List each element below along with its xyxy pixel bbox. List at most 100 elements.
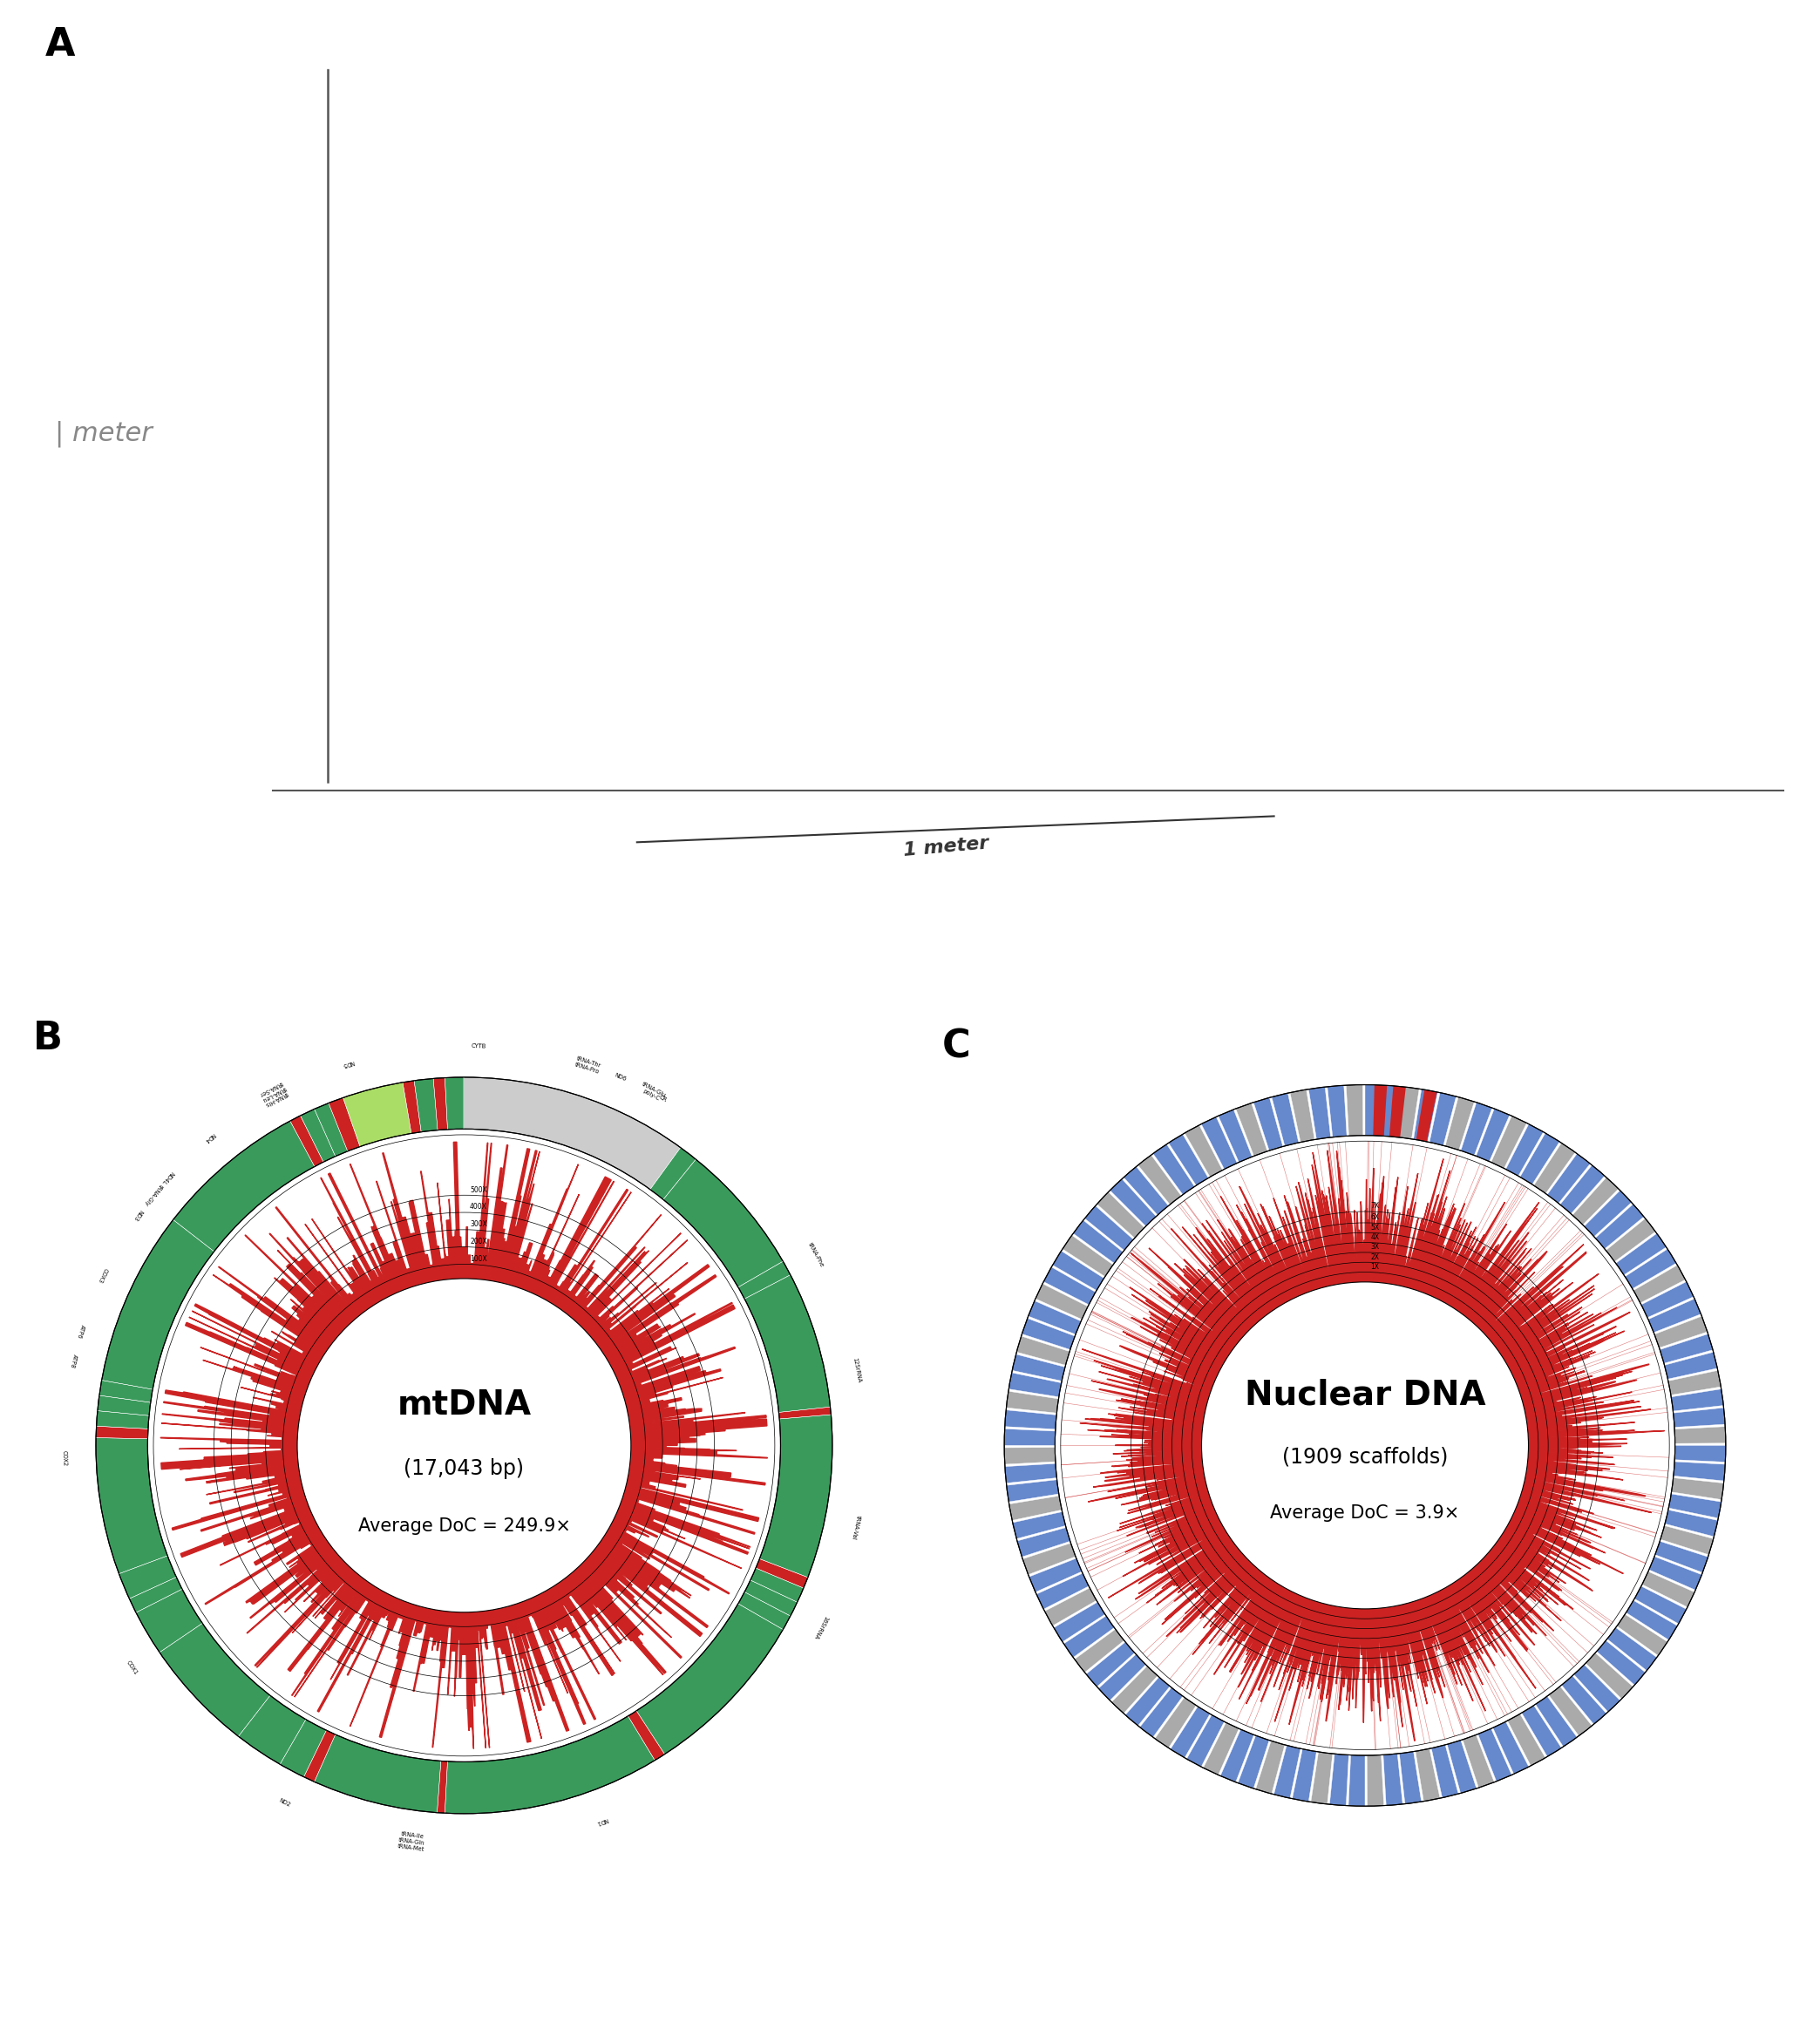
Wedge shape xyxy=(1274,1745,1301,1798)
Wedge shape xyxy=(1372,1085,1387,1136)
Text: 4X: 4X xyxy=(1370,1234,1380,1242)
Polygon shape xyxy=(160,1142,768,1749)
Wedge shape xyxy=(433,1079,448,1130)
Wedge shape xyxy=(1017,1528,1070,1557)
Wedge shape xyxy=(1099,1655,1147,1700)
Text: tRNA-Phe: tRNA-Phe xyxy=(806,1242,824,1269)
Wedge shape xyxy=(136,1589,202,1653)
Wedge shape xyxy=(1330,1753,1349,1806)
Text: ATP6: ATP6 xyxy=(76,1324,86,1338)
Wedge shape xyxy=(1634,1585,1687,1624)
Wedge shape xyxy=(1671,1389,1724,1412)
Polygon shape xyxy=(1079,1150,1665,1741)
Text: C: C xyxy=(943,1028,970,1066)
Wedge shape xyxy=(173,1122,315,1252)
Wedge shape xyxy=(1673,1408,1725,1428)
Text: (17,043 bp): (17,043 bp) xyxy=(404,1459,524,1479)
Wedge shape xyxy=(315,1103,348,1156)
Wedge shape xyxy=(1008,1495,1061,1520)
Wedge shape xyxy=(739,1261,790,1299)
Wedge shape xyxy=(1061,1142,1669,1749)
Text: ND4: ND4 xyxy=(202,1132,215,1144)
Wedge shape xyxy=(637,1604,783,1755)
Wedge shape xyxy=(1536,1696,1576,1747)
Wedge shape xyxy=(1087,1643,1134,1688)
Wedge shape xyxy=(1123,1167,1168,1216)
Wedge shape xyxy=(1463,1735,1494,1788)
Wedge shape xyxy=(1616,1614,1667,1655)
Wedge shape xyxy=(1654,1540,1707,1573)
Wedge shape xyxy=(1023,1542,1076,1575)
Wedge shape xyxy=(444,1716,655,1814)
Wedge shape xyxy=(1476,1109,1509,1162)
Text: mtDNA: mtDNA xyxy=(397,1389,531,1422)
Wedge shape xyxy=(1596,1203,1643,1248)
Text: 3X: 3X xyxy=(1370,1242,1380,1250)
Wedge shape xyxy=(1505,1124,1543,1177)
Wedge shape xyxy=(1562,1675,1607,1724)
Wedge shape xyxy=(1534,1142,1574,1193)
Wedge shape xyxy=(1156,1698,1196,1749)
Wedge shape xyxy=(1006,1479,1059,1502)
Wedge shape xyxy=(1389,1085,1405,1138)
Wedge shape xyxy=(329,1097,360,1150)
Text: tRNA-Ile
tRNA-Gln
tRNA-Met: tRNA-Ile tRNA-Gln tRNA-Met xyxy=(397,1831,426,1853)
Circle shape xyxy=(1201,1283,1529,1608)
Text: ATP8: ATP8 xyxy=(69,1352,78,1369)
Wedge shape xyxy=(100,1381,153,1401)
Wedge shape xyxy=(1036,1283,1088,1320)
Wedge shape xyxy=(739,1591,790,1630)
Wedge shape xyxy=(1674,1426,1725,1444)
Wedge shape xyxy=(628,1710,664,1761)
Wedge shape xyxy=(1254,1097,1283,1150)
Wedge shape xyxy=(1671,1477,1724,1500)
Wedge shape xyxy=(1649,1299,1702,1332)
Wedge shape xyxy=(1327,1085,1347,1138)
Wedge shape xyxy=(1203,1722,1239,1775)
Text: ND1: ND1 xyxy=(595,1816,608,1824)
Wedge shape xyxy=(1221,1728,1254,1781)
Wedge shape xyxy=(1447,1741,1476,1794)
Wedge shape xyxy=(1547,1154,1591,1203)
Wedge shape xyxy=(1669,1493,1722,1518)
Text: tRNA-Val: tRNA-Val xyxy=(850,1516,861,1540)
Wedge shape xyxy=(1005,1410,1057,1430)
Wedge shape xyxy=(1138,1154,1181,1205)
Text: 12SrRNA: 12SrRNA xyxy=(852,1357,863,1383)
Wedge shape xyxy=(315,1735,440,1812)
Wedge shape xyxy=(1605,1218,1656,1263)
Wedge shape xyxy=(1085,1205,1134,1250)
Wedge shape xyxy=(1028,1559,1081,1591)
Wedge shape xyxy=(1290,1089,1314,1142)
Wedge shape xyxy=(1492,1722,1529,1773)
Text: tRNA-Glu
poly-C: tRNA-Glu poly-C xyxy=(639,1081,666,1103)
Wedge shape xyxy=(1063,1616,1114,1657)
Wedge shape xyxy=(300,1109,335,1162)
Wedge shape xyxy=(1461,1103,1492,1156)
Wedge shape xyxy=(1006,1391,1059,1414)
Wedge shape xyxy=(1110,1179,1156,1226)
Text: 500X: 500X xyxy=(470,1185,488,1193)
Wedge shape xyxy=(1381,1085,1400,1138)
Wedge shape xyxy=(1383,1753,1403,1806)
Text: ND5: ND5 xyxy=(340,1058,355,1066)
Wedge shape xyxy=(1168,1134,1208,1185)
Wedge shape xyxy=(1036,1573,1088,1610)
Text: B: B xyxy=(33,1019,62,1056)
Wedge shape xyxy=(1416,1749,1440,1802)
Wedge shape xyxy=(1097,1191,1145,1238)
Wedge shape xyxy=(1416,1089,1438,1142)
Wedge shape xyxy=(1054,1602,1105,1643)
Wedge shape xyxy=(1400,1751,1421,1804)
Text: | meter: | meter xyxy=(55,421,153,447)
Wedge shape xyxy=(1292,1749,1316,1802)
Wedge shape xyxy=(1669,1371,1722,1395)
Polygon shape xyxy=(1061,1142,1669,1749)
Wedge shape xyxy=(1429,1093,1456,1146)
Wedge shape xyxy=(280,1720,326,1777)
Wedge shape xyxy=(1616,1234,1667,1275)
Wedge shape xyxy=(96,1438,167,1573)
Wedge shape xyxy=(118,1555,177,1600)
Wedge shape xyxy=(1005,1428,1056,1446)
Text: CR: CR xyxy=(659,1095,668,1103)
